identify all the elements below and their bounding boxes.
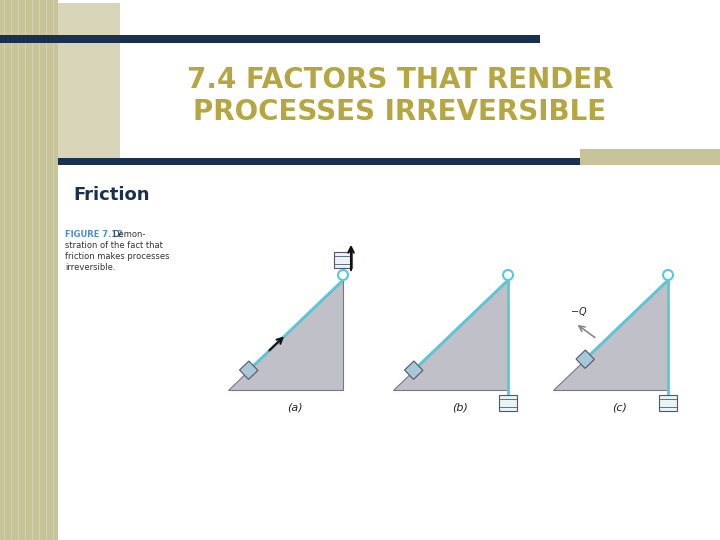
Bar (659, 395, 677, 411)
Text: irreversible.: irreversible. (65, 263, 115, 272)
Text: PROCESSES IRREVERSIBLE: PROCESSES IRREVERSIBLE (194, 98, 606, 126)
Bar (499, 395, 517, 411)
Text: (c): (c) (613, 403, 627, 413)
Circle shape (338, 270, 348, 280)
Text: $-Q$: $-Q$ (570, 305, 588, 318)
Polygon shape (553, 280, 668, 390)
Text: FIGURE 7.12: FIGURE 7.12 (65, 230, 123, 239)
Text: friction makes processes: friction makes processes (65, 252, 169, 261)
Text: (b): (b) (452, 403, 468, 413)
Polygon shape (240, 361, 258, 380)
Bar (0, 35, 540, 43)
Circle shape (503, 270, 513, 280)
Circle shape (663, 270, 673, 280)
Polygon shape (228, 280, 343, 390)
Text: (a): (a) (287, 403, 303, 413)
Text: Demon-: Demon- (112, 230, 145, 239)
Bar (334, 252, 352, 268)
Bar (58, 158, 720, 165)
Bar (58, 3, 120, 165)
Polygon shape (393, 280, 508, 390)
Polygon shape (405, 361, 423, 380)
Text: stration of the fact that: stration of the fact that (65, 241, 163, 250)
Text: Friction: Friction (73, 186, 150, 204)
Polygon shape (576, 350, 595, 368)
Text: 7.4 FACTORS THAT RENDER: 7.4 FACTORS THAT RENDER (186, 66, 613, 94)
Bar (580, 149, 720, 165)
Bar (0, 0, 58, 540)
